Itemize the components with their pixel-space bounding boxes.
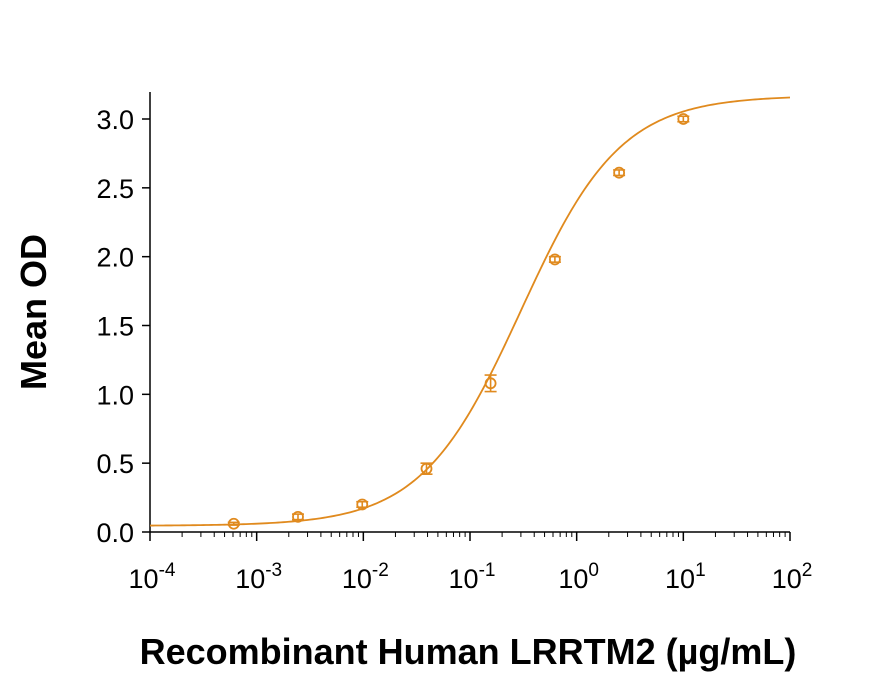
data-point (548, 253, 561, 266)
x-tick-base: 10 (665, 564, 695, 594)
x-tick-base: 10 (558, 564, 588, 594)
x-tick-label: 10-1 (449, 560, 496, 594)
x-tick-base: 10 (342, 564, 372, 594)
x-tick-label: 10-2 (342, 560, 389, 594)
x-tick-label: 10-3 (235, 560, 282, 594)
point-marker (356, 498, 369, 511)
y-axis-title: Mean OD (13, 234, 54, 390)
x-tick-exponent: 2 (802, 560, 813, 581)
x-axis: 10-4 10-3 10-2 10-1 100 101 102 (129, 531, 813, 594)
data-point (484, 374, 497, 393)
x-tick-exponent: -4 (159, 560, 176, 581)
x-tick-label: 101 (665, 560, 706, 594)
point-marker (420, 462, 433, 475)
x-tick-exponent: -3 (265, 560, 282, 581)
data-point (420, 462, 433, 475)
y-tick-label: 2.5 (96, 174, 134, 204)
x-tick-exponent: 0 (588, 560, 599, 581)
x-tick-base: 10 (449, 564, 479, 594)
x-tick-base: 10 (772, 564, 802, 594)
data-point (227, 517, 240, 530)
point-marker (227, 517, 240, 530)
data-point (356, 498, 369, 511)
x-tick-exponent: 1 (695, 560, 706, 581)
point-marker (613, 166, 626, 179)
y-tick-label: 0.5 (96, 449, 134, 479)
x-tick-exponent: -1 (479, 560, 496, 581)
x-tick-label: 100 (558, 560, 599, 594)
x-tick-label: 102 (772, 560, 813, 594)
x-tick-label: 10-4 (129, 560, 176, 594)
point-marker (548, 253, 561, 266)
point-marker (292, 510, 304, 523)
y-tick-label: 2.0 (96, 243, 134, 273)
x-tick-exponent: -2 (372, 560, 389, 581)
x-tick-base: 10 (235, 564, 265, 594)
y-tick-label: 3.0 (96, 105, 134, 135)
point-marker (484, 377, 497, 390)
y-tick-label: 1.5 (96, 312, 134, 342)
data-point (291, 510, 304, 523)
y-axis: 0.0 0.5 1.0 1.5 2.0 2.5 3.0 (96, 92, 151, 548)
x-axis-title: Recombinant Human LRRTM2 (µg/mL) (140, 631, 797, 672)
y-tick-label: 0.0 (96, 518, 134, 548)
data-point (613, 166, 626, 179)
y-tick-label: 1.0 (96, 380, 134, 410)
fit-curve-line (149, 96, 791, 527)
fit-curve-layer (149, 96, 791, 527)
point-marker (677, 113, 690, 125)
data-points-layer (227, 113, 690, 530)
data-point (677, 113, 690, 125)
x-tick-base: 10 (129, 564, 159, 594)
